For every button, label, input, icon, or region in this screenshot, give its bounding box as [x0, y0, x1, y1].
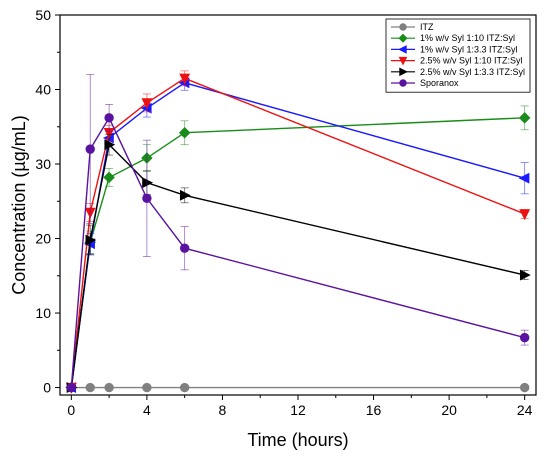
series-1 — [65, 105, 531, 394]
legend-marker — [399, 79, 407, 87]
data-point-0-5 — [519, 382, 530, 393]
y-tick-label: 40 — [35, 82, 51, 98]
series-4 — [66, 133, 531, 393]
legend-label: 1% w/v Syl 1:3.3 ITZ:Syl — [420, 44, 518, 54]
y-tick-label: 30 — [35, 156, 51, 172]
legend-marker — [399, 23, 407, 31]
series-line-4 — [70, 143, 525, 388]
data-point-3-3 — [141, 98, 153, 110]
data-point-1-4 — [178, 126, 191, 139]
data-point-1-5 — [518, 112, 531, 124]
legend-marker — [398, 45, 407, 54]
data-point-3-4 — [179, 73, 191, 85]
x-tick-label: 16 — [366, 402, 382, 418]
legend-marker — [398, 56, 408, 66]
series-0 — [66, 382, 530, 393]
data-point-0-1 — [85, 382, 95, 393]
legend-box — [385, 18, 531, 93]
data-point-5-3 — [142, 193, 152, 203]
series-line-5 — [70, 116, 525, 388]
legend-entry-4: 2.5% w/v Syl 1:3.3 ITZ:Syl — [391, 67, 525, 77]
y-tick-label: 50 — [35, 7, 51, 23]
x-tick-label: 0 — [67, 402, 75, 418]
legend-entry-3: 2.5% w/v Syl 1:10 ITZ:Syl — [391, 56, 523, 66]
data-point-5-5 — [519, 332, 530, 343]
data-point-4-5 — [519, 269, 531, 281]
x-tick-label: 20 — [441, 402, 457, 418]
legend-marker — [398, 33, 408, 43]
data-point-2-5 — [518, 172, 530, 184]
x-tick-label: 8 — [219, 402, 227, 418]
data-point-4-1 — [85, 234, 97, 246]
legend-label: 2.5% w/v Syl 1:3.3 ITZ:Syl — [420, 67, 525, 77]
y-axis-title: Concentration (µg/mL) — [9, 115, 29, 294]
series-5 — [66, 74, 530, 393]
data-point-3-5 — [519, 209, 531, 221]
series-line-2 — [70, 82, 525, 388]
data-point-1-2 — [103, 171, 115, 184]
data-point-4-2 — [104, 139, 116, 151]
legend-entry-2: 1% w/v Syl 1:3.3 ITZ:Syl — [391, 44, 518, 54]
legend-label: ITZ — [420, 22, 434, 32]
legend-label: 2.5% w/v Syl 1:10 ITZ:Syl — [420, 56, 523, 66]
x-tick-label: 12 — [290, 402, 306, 418]
data-point-5-2 — [104, 113, 114, 123]
y-tick-label: 10 — [35, 305, 51, 321]
series-line-1 — [70, 117, 525, 388]
x-tick-label: 24 — [517, 402, 533, 418]
data-point-0-4 — [179, 382, 190, 393]
y-tick-label: 20 — [35, 231, 51, 247]
x-tick-label: 4 — [143, 402, 151, 418]
data-point-5-1 — [85, 144, 95, 154]
axes: 0 4 8 12 16 20 24 0 10 20 30 40 50 Time (hours) Concen… — [9, 7, 537, 450]
legend-entry-0: ITZ — [391, 22, 434, 32]
legend-marker — [399, 67, 408, 77]
data-point-5-4 — [179, 243, 190, 253]
data-point-4-4 — [179, 189, 191, 201]
data-point-0-3 — [142, 382, 152, 393]
legend-label: Sporanox — [420, 78, 459, 88]
series-3 — [65, 70, 531, 394]
plot-area — [65, 70, 531, 394]
data-point-4-3 — [142, 177, 154, 189]
legend-entry-1: 1% w/v Syl 1:10 ITZ:Syl — [391, 33, 515, 43]
data-point-0-2 — [104, 382, 114, 393]
series-line-3 — [70, 77, 525, 388]
legend-entry-5: Sporanox — [391, 78, 459, 88]
legend-label: 1% w/v Syl 1:10 ITZ:Syl — [420, 33, 515, 43]
y-tick-label: 0 — [43, 380, 51, 396]
data-point-5-0 — [66, 382, 77, 393]
x-axis-title: Time (hours) — [247, 430, 348, 450]
